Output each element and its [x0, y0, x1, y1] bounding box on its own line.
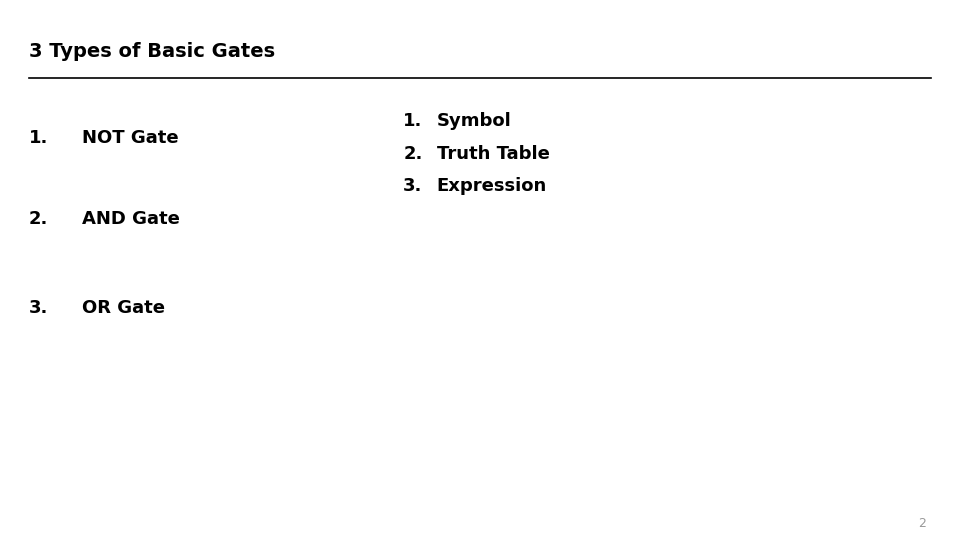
Text: Expression: Expression	[437, 177, 547, 195]
Text: 3.: 3.	[29, 299, 48, 317]
Text: AND Gate: AND Gate	[82, 210, 180, 228]
Text: 2: 2	[919, 517, 926, 530]
Text: OR Gate: OR Gate	[82, 299, 164, 317]
Text: 2.: 2.	[403, 145, 422, 163]
Text: Truth Table: Truth Table	[437, 145, 550, 163]
Text: 1.: 1.	[403, 112, 422, 131]
Text: Symbol: Symbol	[437, 112, 512, 131]
Text: 3.: 3.	[403, 177, 422, 195]
Text: 2.: 2.	[29, 210, 48, 228]
Text: 1.: 1.	[29, 129, 48, 147]
Text: 3 Types of Basic Gates: 3 Types of Basic Gates	[29, 42, 275, 61]
Text: NOT Gate: NOT Gate	[82, 129, 179, 147]
